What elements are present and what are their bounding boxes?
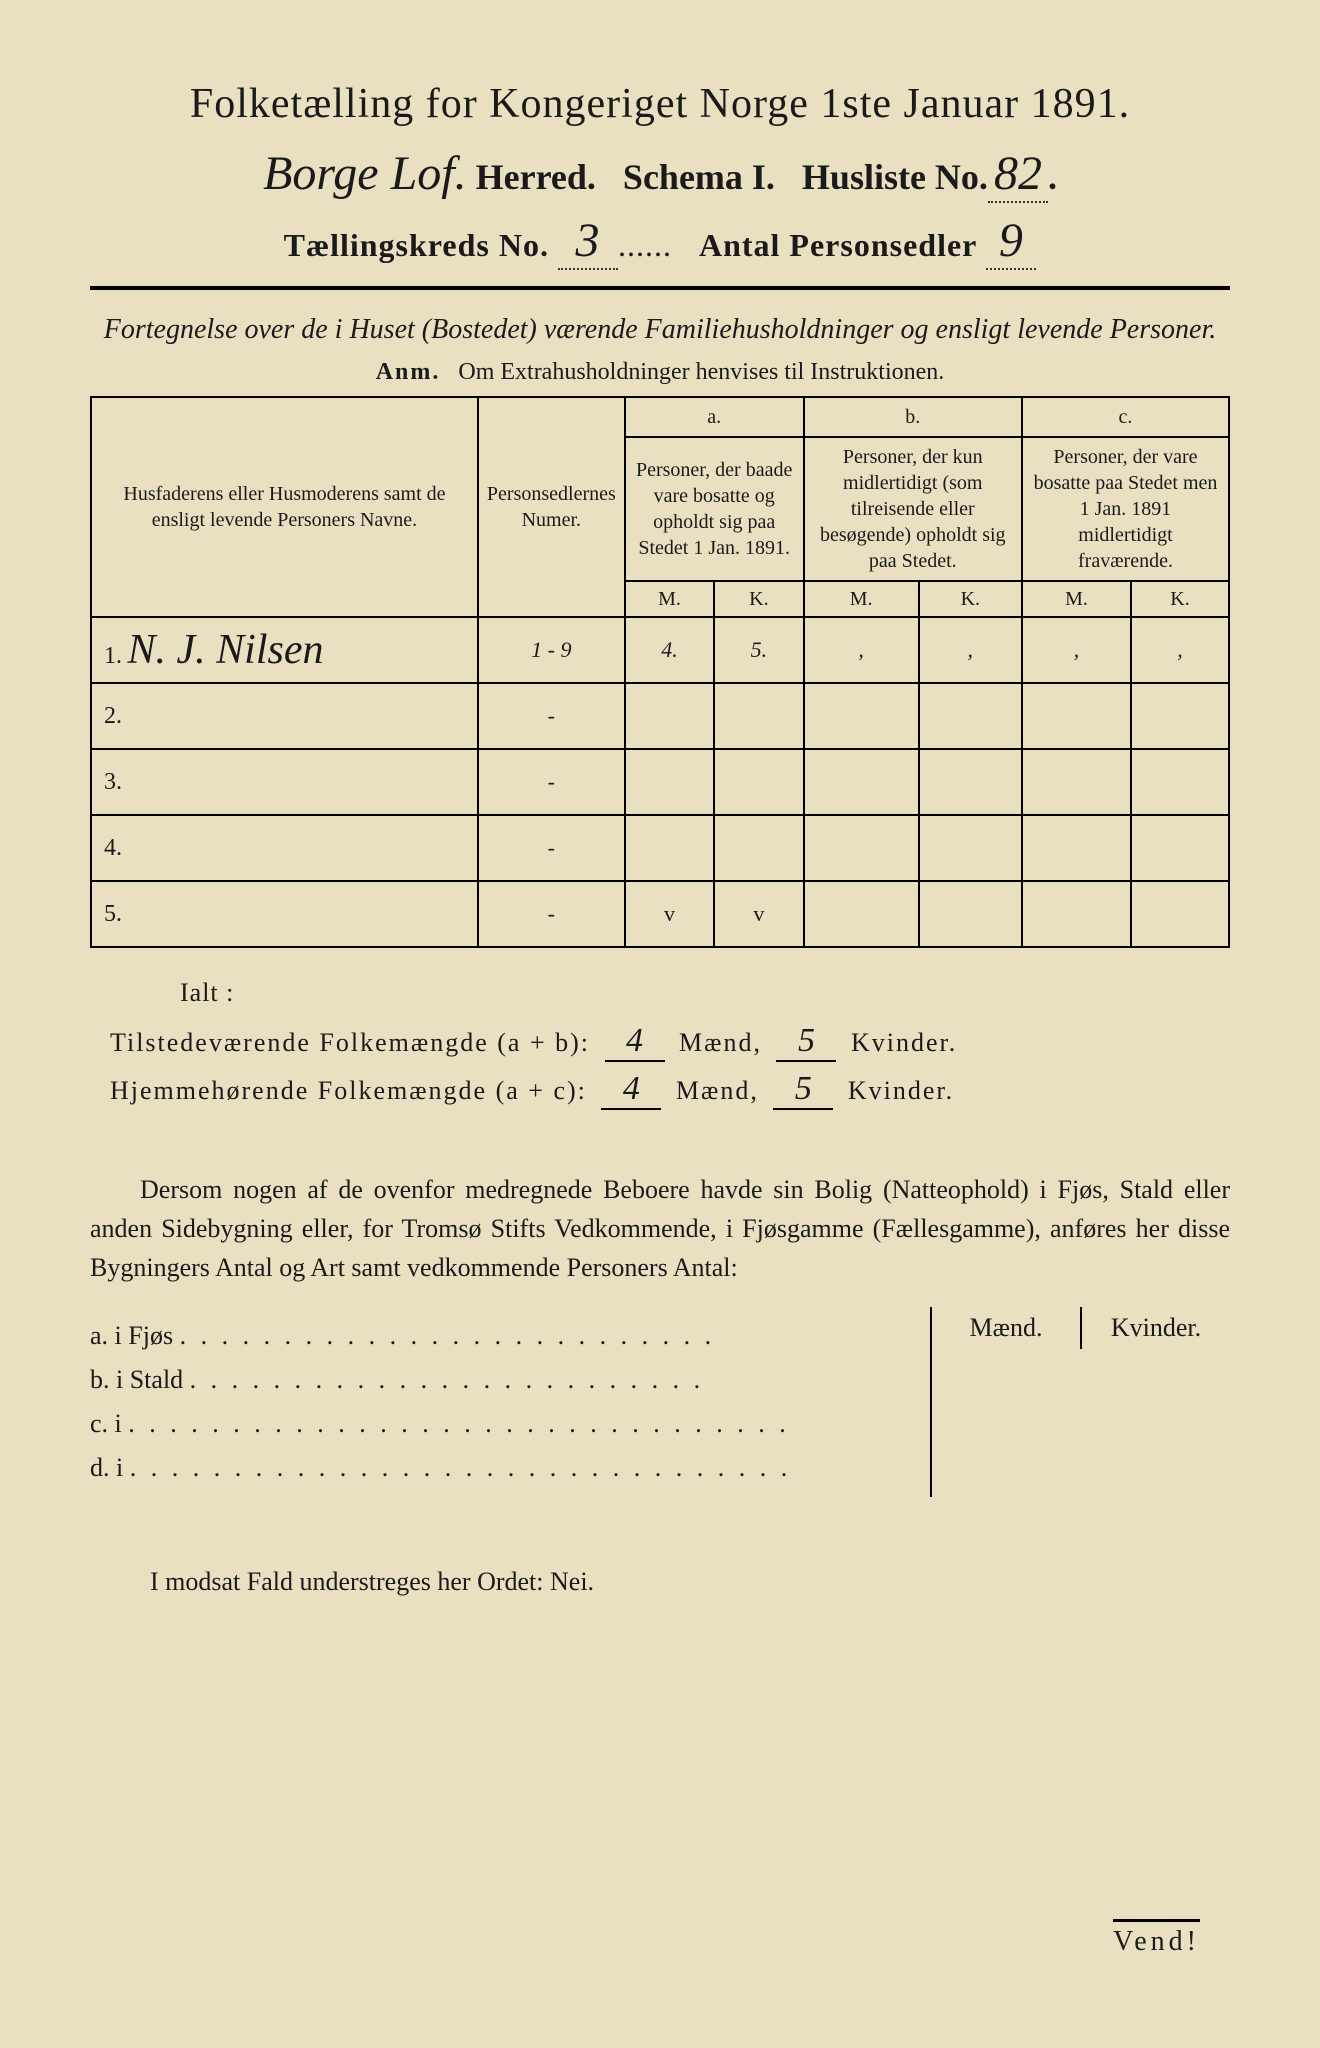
totals-2-k: 5 <box>773 1070 833 1110</box>
col-b-top: b. <box>804 397 1022 437</box>
building-maend-header: Mænd. <box>932 1307 1082 1349</box>
totals-1-label: Tilstedeværende Folkemængde (a + b): <box>110 1028 590 1057</box>
col-c-desc: Personer, der vare bosatte paa Stedet me… <box>1022 437 1229 581</box>
building-row-b: b. i Stald . . . . . . . . . . . . . . .… <box>90 1365 930 1395</box>
kreds-no: 3 <box>558 213 618 270</box>
table-row: 1. N. J. Nilsen 1 - 9 4. 5. , , , , <box>91 617 1229 683</box>
maend-label: Mænd, <box>679 1028 762 1057</box>
vend-label: Vend! <box>1113 1919 1200 1958</box>
row-aK: v <box>714 881 803 947</box>
row-num: 2. <box>104 703 122 729</box>
row-cM: , <box>1022 617 1131 683</box>
header-line-3: Tællingskreds No. 3...... Antal Personse… <box>90 213 1230 270</box>
husliste-label: Husliste No. <box>802 157 988 197</box>
col-a-k: K. <box>714 581 803 617</box>
kreds-label: Tællingskreds No. <box>284 227 549 263</box>
row-num: 1. <box>104 643 122 669</box>
table-body: 1. N. J. Nilsen 1 - 9 4. 5. , , , , 2. -… <box>91 617 1229 947</box>
row-num: 4. <box>104 835 122 861</box>
totals-1-k: 5 <box>776 1022 836 1062</box>
maend-label: Mænd, <box>676 1076 759 1105</box>
row-bK: , <box>919 617 1022 683</box>
building-row-c: c. i . . . . . . . . . . . . . . . . . .… <box>90 1409 930 1439</box>
row-numer: 1 - 9 <box>478 617 625 683</box>
col-b-m: M. <box>804 581 919 617</box>
household-table: Husfaderens eller Husmoderens samt de en… <box>90 396 1230 948</box>
row-cK: , <box>1131 617 1229 683</box>
col-c-k: K. <box>1131 581 1229 617</box>
row-bM: , <box>804 617 919 683</box>
building-mk-cols: Mænd. Kvinder. <box>930 1307 1230 1497</box>
col-a-top: a. <box>625 397 804 437</box>
totals-2-m: 4 <box>601 1070 661 1110</box>
row-aK: 5. <box>714 617 803 683</box>
kvinder-label: Kvinder. <box>848 1076 954 1105</box>
herred-handwritten: Borge Lof. <box>263 147 467 200</box>
building-row-a: a. i Fjøs . . . . . . . . . . . . . . . … <box>90 1321 930 1351</box>
table-row: 3. - <box>91 749 1229 815</box>
totals-2-label: Hjemmehørende Folkemængde (a + c): <box>110 1076 587 1105</box>
table-row: 4. - <box>91 815 1229 881</box>
row-num: 5. <box>104 901 122 927</box>
row-name: N. J. Nilsen <box>128 627 324 673</box>
col-names-header: Husfaderens eller Husmoderens samt de en… <box>91 397 478 617</box>
row-num: 3. <box>104 769 122 795</box>
antal-value: 9 <box>986 213 1036 270</box>
totals-line-1: Tilstedeværende Folkemængde (a + b): 4 M… <box>110 1022 1230 1062</box>
building-row-d: d. i . . . . . . . . . . . . . . . . . .… <box>90 1453 930 1483</box>
building-kvinder-header: Kvinder. <box>1082 1307 1230 1349</box>
herred-label: Herred. <box>476 157 596 197</box>
husliste-no: 82 <box>988 146 1048 203</box>
anm-line: Anm. Om Extrahusholdninger henvises til … <box>90 359 1230 386</box>
row-numer: - <box>478 815 625 881</box>
col-numer-header: Personsedlernes Numer. <box>478 397 625 617</box>
totals-line-2: Hjemmehørende Folkemængde (a + c): 4 Mæn… <box>110 1070 1230 1110</box>
building-list: a. i Fjøs . . . . . . . . . . . . . . . … <box>90 1307 930 1497</box>
ialt-label: Ialt : <box>180 978 1230 1008</box>
row-numer: - <box>478 683 625 749</box>
divider <box>90 286 1230 290</box>
subtitle: Fortegnelse over de i Huset (Bostedet) v… <box>90 310 1230 349</box>
anm-label: Anm. <box>376 359 441 385</box>
row-aM: 4. <box>625 617 714 683</box>
col-c-m: M. <box>1022 581 1131 617</box>
table-row: 5. - v v <box>91 881 1229 947</box>
table-row: 2. - <box>91 683 1229 749</box>
row-numer: - <box>478 881 625 947</box>
col-a-desc: Personer, der baade vare bosatte og opho… <box>625 437 804 581</box>
modsat-text: I modsat Fald understreges her Ordet: Ne… <box>150 1567 1230 1597</box>
row-aM: v <box>625 881 714 947</box>
row-numer: - <box>478 749 625 815</box>
header-line-2: Borge Lof. Herred. Schema I. Husliste No… <box>90 146 1230 203</box>
col-b-desc: Personer, der kun midlertidigt (som tilr… <box>804 437 1022 581</box>
col-a-m: M. <box>625 581 714 617</box>
antal-label: Antal Personsedler <box>699 227 977 263</box>
building-block: a. i Fjøs . . . . . . . . . . . . . . . … <box>90 1307 1230 1497</box>
schema-label: Schema I. <box>623 157 775 197</box>
col-c-top: c. <box>1022 397 1229 437</box>
kvinder-label: Kvinder. <box>851 1028 957 1057</box>
totals-1-m: 4 <box>605 1022 665 1062</box>
anm-text: Om Extrahusholdninger henvises til Instr… <box>458 359 944 385</box>
col-b-k: K. <box>919 581 1022 617</box>
building-paragraph: Dersom nogen af de ovenfor medregnede Be… <box>90 1170 1230 1287</box>
page-title: Folketælling for Kongeriget Norge 1ste J… <box>90 80 1230 128</box>
census-form-page: Folketælling for Kongeriget Norge 1ste J… <box>0 0 1320 2048</box>
